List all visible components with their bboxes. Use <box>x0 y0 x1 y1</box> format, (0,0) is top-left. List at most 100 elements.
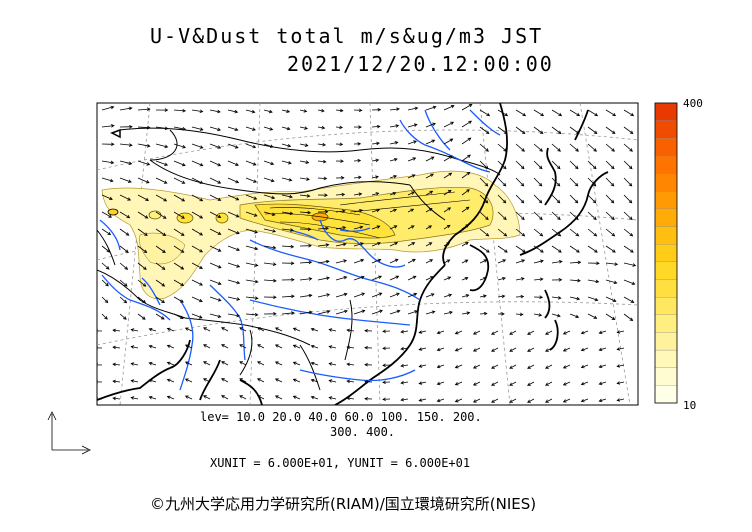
wind-vector <box>461 224 469 230</box>
wind-vector-head <box>308 260 313 265</box>
wind-vector-head <box>308 293 313 298</box>
wind-vector <box>527 330 535 335</box>
wind-vector-head <box>236 313 241 318</box>
wind-vector-head <box>221 395 225 399</box>
wind-vector <box>335 210 345 213</box>
colorbar-band <box>654 120 678 139</box>
wind-vector-head <box>449 310 453 315</box>
wind-vector-head <box>616 330 621 334</box>
wind-vector <box>473 381 481 386</box>
wind-vector-head <box>465 206 470 211</box>
wind-vector <box>617 381 625 384</box>
wind-vector-head <box>239 344 243 348</box>
wind-vector <box>347 380 355 383</box>
wind-vector <box>329 363 337 366</box>
wind-vector-head <box>592 182 597 187</box>
wind-vector-head <box>199 127 204 131</box>
wind-vector-head <box>418 381 423 385</box>
wind-vector <box>473 398 481 403</box>
wind-vector <box>185 327 193 332</box>
wind-vector <box>203 395 211 400</box>
wind-vector-head <box>414 106 419 111</box>
wind-vector <box>299 261 312 264</box>
wind-vector-head <box>235 197 240 201</box>
wind-vector <box>155 245 166 253</box>
wind-vector-head <box>485 216 489 221</box>
wind-vector <box>587 160 597 169</box>
wind-vector <box>167 362 175 366</box>
wind-vector-head <box>346 396 351 401</box>
wind-vector <box>551 211 561 220</box>
wind-vector <box>119 211 130 219</box>
wind-vector-head <box>181 180 186 184</box>
wind-vector <box>347 363 355 366</box>
wind-vector-head <box>465 294 470 298</box>
wind-vector <box>245 245 258 250</box>
wind-vector <box>623 296 634 303</box>
wind-vector-head <box>130 328 135 332</box>
wind-vector <box>101 262 110 270</box>
wind-vector-head <box>164 108 169 112</box>
wind-vector-head <box>520 277 525 281</box>
wind-vector <box>491 381 499 386</box>
wind-vector-head <box>520 182 525 187</box>
wind-vector <box>551 160 561 169</box>
wind-vector <box>497 277 506 281</box>
wind-vector-head <box>630 299 635 303</box>
wind-vector <box>335 243 346 247</box>
wind-vector <box>257 361 265 366</box>
wind-vector-head <box>125 249 129 253</box>
wind-vector <box>137 177 150 184</box>
wind-vector-head <box>364 346 368 350</box>
wind-vector <box>353 259 364 264</box>
wind-vector-head <box>379 309 383 313</box>
wind-vector <box>281 312 294 315</box>
wind-vector <box>209 296 221 301</box>
wind-vector-head <box>577 260 582 265</box>
wind-vector <box>401 364 409 367</box>
wind-vector <box>149 362 157 366</box>
wind-vector-head <box>484 165 489 170</box>
wind-vector <box>293 395 301 400</box>
wind-vector-head <box>577 278 581 283</box>
colorbar-band <box>654 279 678 298</box>
wind-vector-head <box>203 344 207 348</box>
wind-vector-head <box>199 145 204 149</box>
wind-vector-head <box>143 266 147 270</box>
wind-vector <box>425 242 432 247</box>
wind-vector-head <box>357 142 362 146</box>
wind-vector <box>227 296 240 300</box>
wind-vector <box>317 244 329 247</box>
wind-vector <box>311 328 319 332</box>
wind-vector-head <box>580 398 585 403</box>
wind-vector <box>389 192 396 196</box>
wind-vector-head <box>449 138 454 142</box>
wind-vector-head <box>611 130 616 134</box>
wind-vector-head <box>436 347 441 352</box>
wind-vector-head <box>291 277 295 282</box>
wind-vector-head <box>628 182 633 187</box>
wind-vector-head <box>629 216 633 221</box>
wind-vector-head <box>109 196 113 200</box>
wind-vector-head <box>509 331 513 335</box>
wind-vector <box>617 398 625 401</box>
wind-vector-head <box>375 175 379 179</box>
wind-vector-head <box>527 399 531 403</box>
wind-vector-head <box>395 275 400 279</box>
wind-vector <box>437 381 445 385</box>
wind-vector-head <box>130 396 135 400</box>
wind-vector-head <box>128 161 133 165</box>
wind-vector <box>599 347 607 351</box>
wind-vector-head <box>503 130 508 134</box>
wind-vector <box>497 126 508 134</box>
wind-vector-head <box>221 344 225 348</box>
wind-vector-head <box>310 344 315 349</box>
wind-vector-head <box>341 192 346 197</box>
wind-vector <box>371 259 381 264</box>
wind-vector-head <box>598 330 603 335</box>
wind-vector <box>533 126 544 134</box>
reference-vector <box>47 411 91 455</box>
wind-vector <box>371 126 380 128</box>
wind-vector-head <box>501 312 505 316</box>
wind-vector <box>515 245 526 253</box>
